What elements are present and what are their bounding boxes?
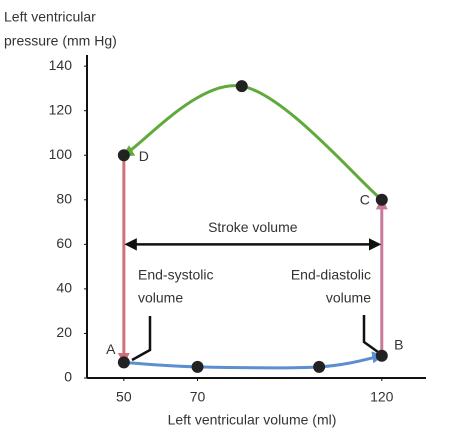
y-tick-label: 20 (56, 324, 72, 340)
point (235, 80, 248, 93)
annotation: End-systolic (138, 267, 213, 283)
y-axis-title: Left ventricular (4, 9, 96, 25)
point-label: B (394, 336, 403, 352)
point (375, 349, 388, 362)
x-axis-title: Left ventricular volume (ml) (168, 412, 337, 428)
annotation: volume (326, 290, 371, 306)
loop-segment (123, 351, 385, 370)
point (117, 149, 130, 162)
pointer (362, 315, 379, 354)
point (117, 356, 130, 369)
point-label: D (139, 148, 149, 164)
point-label: A (106, 341, 116, 357)
y-tick-label: 60 (56, 235, 72, 251)
y-tick-label: 100 (49, 146, 73, 162)
point (375, 193, 388, 206)
y-tick-label: 0 (64, 369, 72, 385)
point (313, 360, 326, 373)
x-tick-label: 50 (116, 389, 132, 405)
y-tick-label: 40 (56, 280, 72, 296)
annotation: volume (138, 290, 183, 306)
annotation: End-diastolic (291, 267, 371, 283)
x-tick-label: 70 (190, 389, 206, 405)
y-tick-label: 120 (49, 101, 73, 117)
point-label: C (360, 191, 370, 207)
y-axis-title: pressure (mm Hg) (4, 33, 117, 49)
x-tick-label: 120 (370, 389, 394, 405)
point (191, 360, 204, 373)
stroke-volume-label: Stroke volume (208, 219, 298, 235)
loop-segment (121, 84, 383, 201)
y-tick-label: 80 (56, 190, 72, 206)
y-tick-label: 140 (49, 57, 73, 73)
pointer (131, 316, 152, 362)
